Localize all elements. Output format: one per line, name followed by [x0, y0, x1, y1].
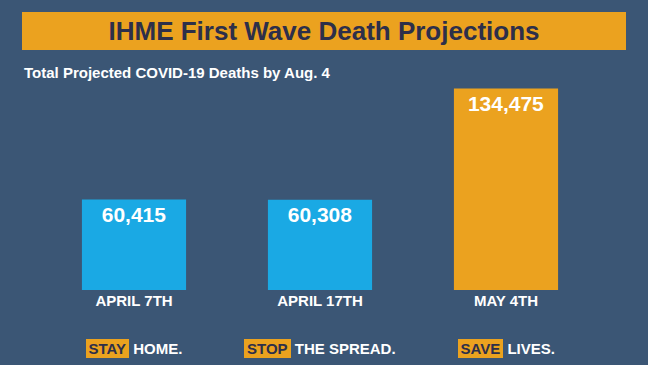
svg-text:Total Projected COVID-19 Death: Total Projected COVID-19 Deaths by Aug. …: [24, 64, 331, 81]
svg-text:60,415: 60,415: [102, 203, 167, 226]
svg-text:134,475: 134,475: [468, 92, 544, 115]
html-text:STOP THE SPREAD.: STOP THE SPREAD.: [247, 340, 396, 357]
html-text:SAVE LIVES.: SAVE LIVES.: [460, 340, 555, 357]
svg-text:APRIL 7TH: APRIL 7TH: [95, 292, 172, 309]
svg-text:60,308: 60,308: [288, 203, 353, 226]
svg-text:APRIL 17TH: APRIL 17TH: [277, 292, 363, 309]
svg-text:MAY 4TH: MAY 4TH: [474, 292, 538, 309]
html-text:STAY HOME.: STAY HOME.: [88, 340, 183, 357]
svg-text:IHME First Wave Death Projecti: IHME First Wave Death Projections: [108, 16, 539, 46]
